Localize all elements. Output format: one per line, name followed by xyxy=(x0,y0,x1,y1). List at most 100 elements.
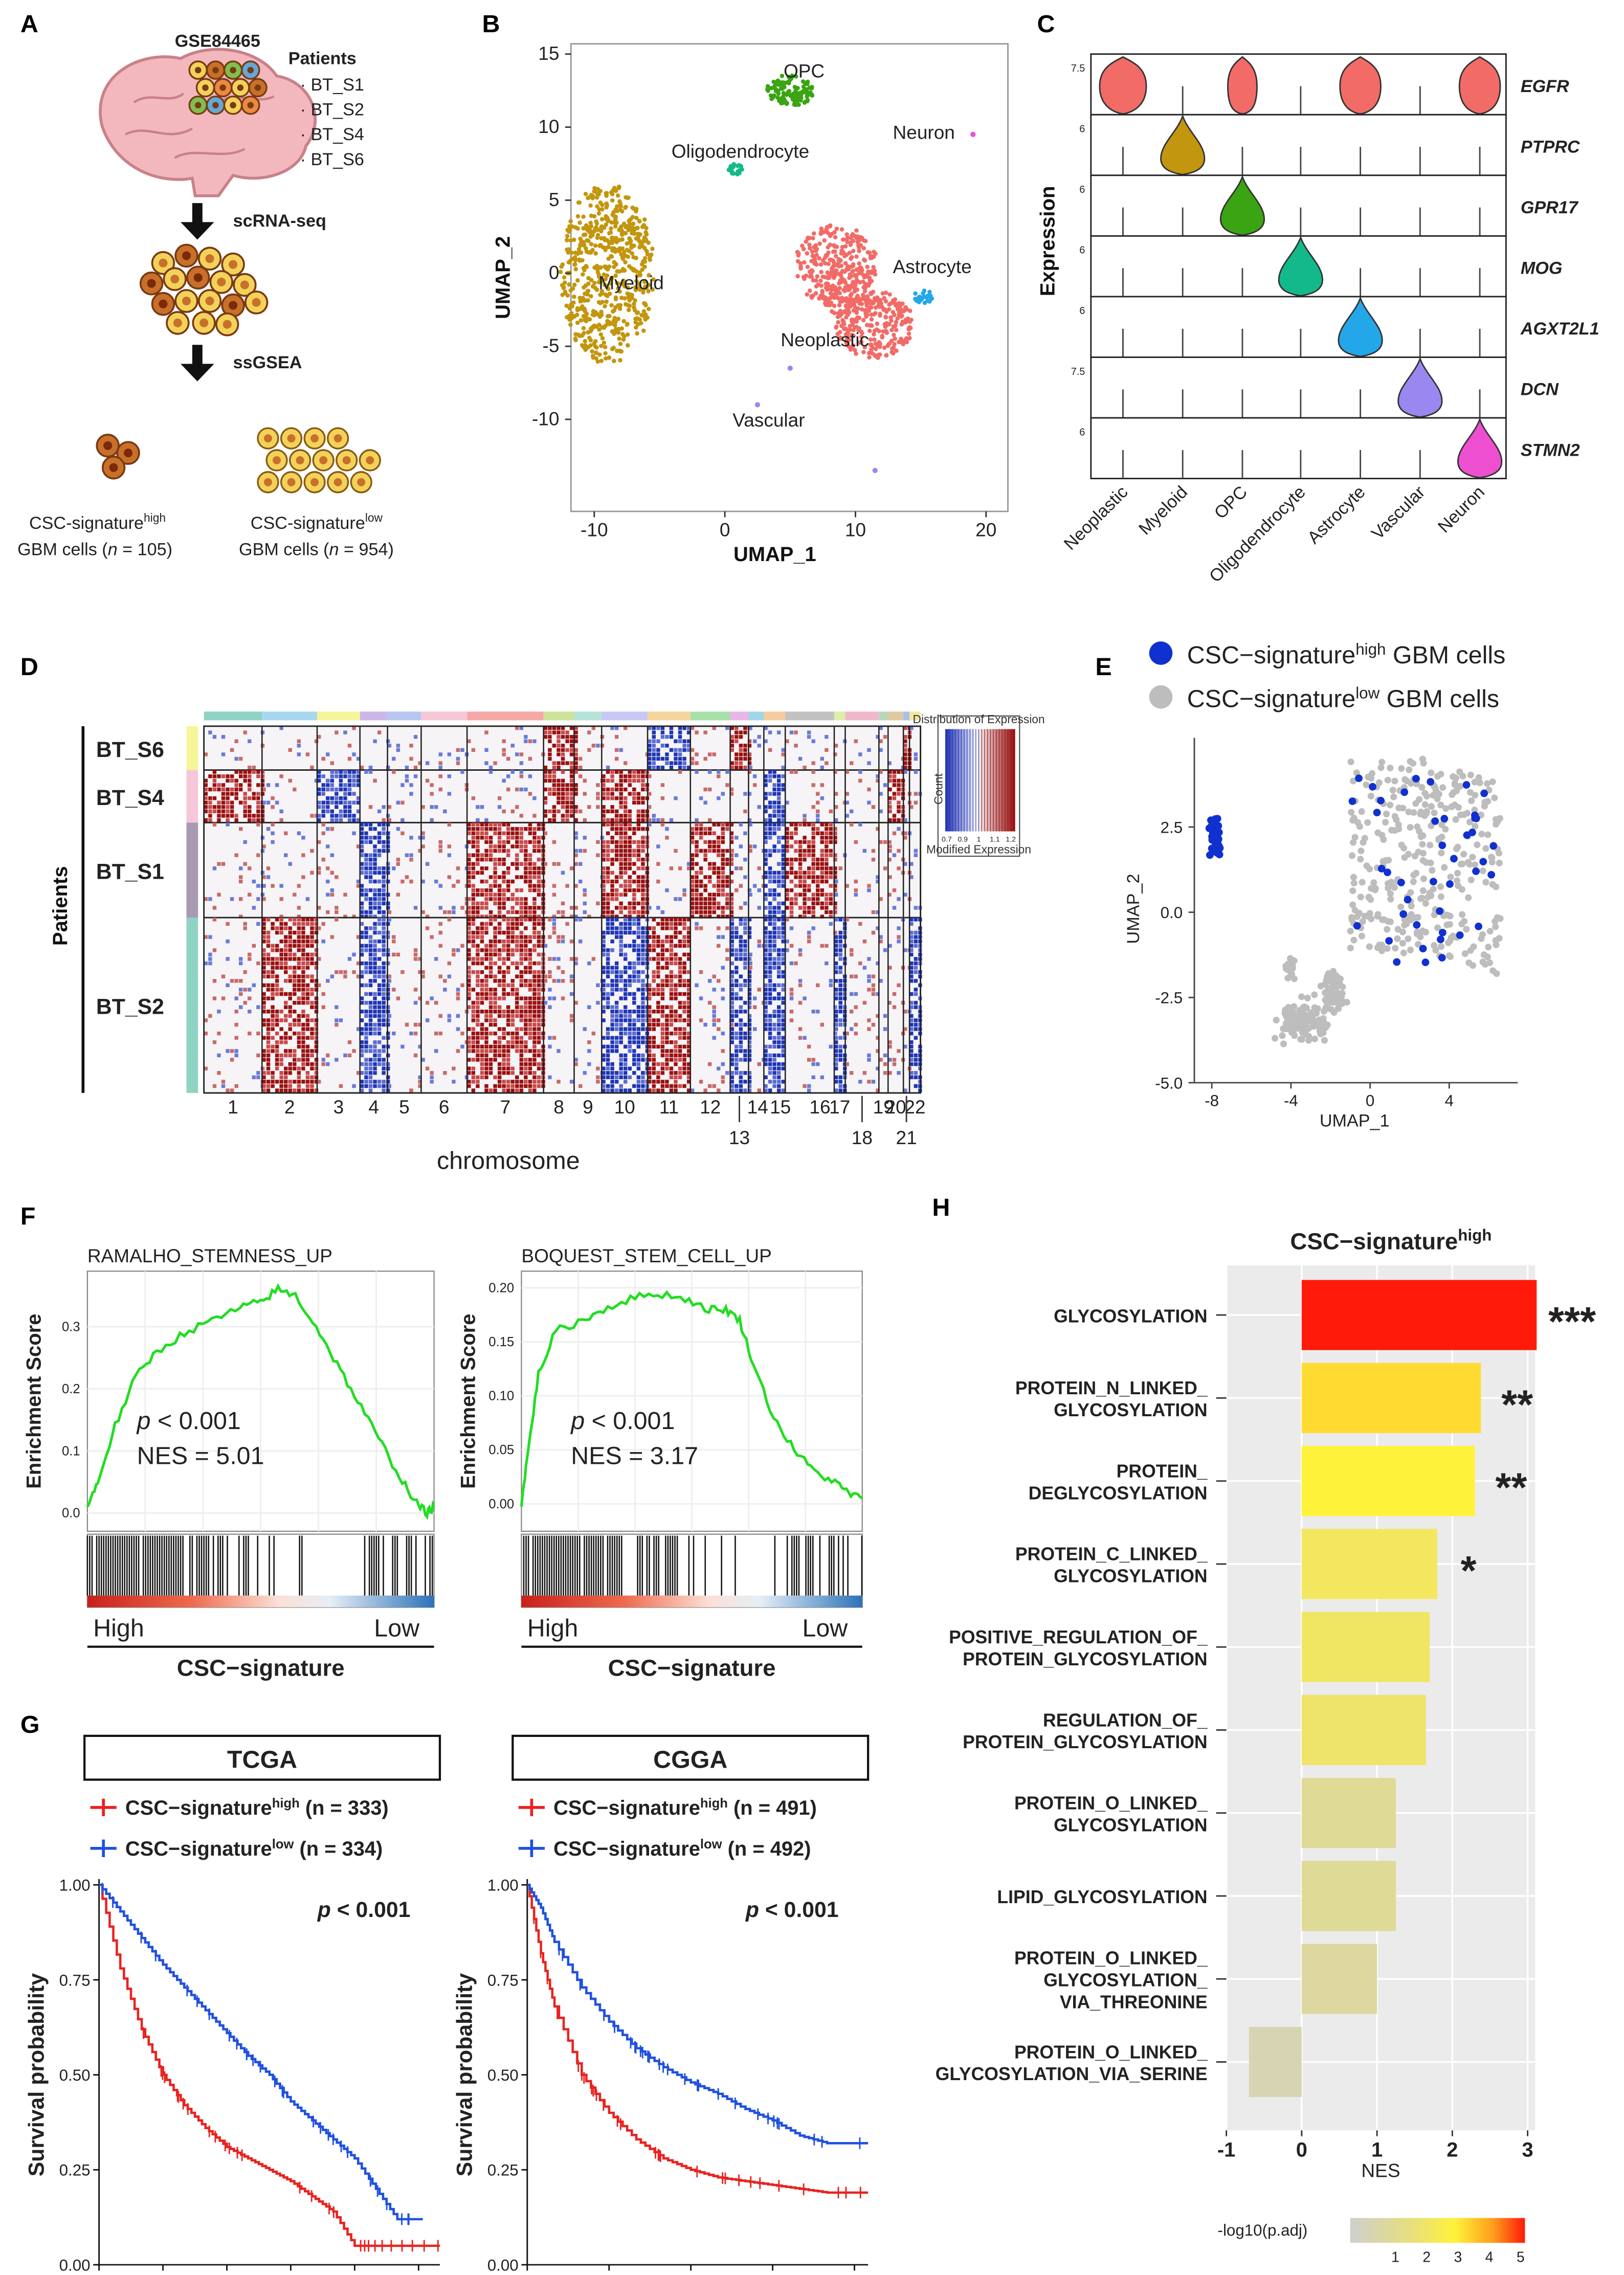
cell-nucleus xyxy=(342,456,351,464)
heatmap-cell xyxy=(789,770,794,774)
heatmap-cell xyxy=(377,871,382,875)
heatmap-cell xyxy=(699,796,703,800)
heatmap-cell xyxy=(807,875,811,879)
heatmap-cell xyxy=(524,948,528,952)
umap-point xyxy=(567,282,572,287)
heatmap-cell xyxy=(636,778,641,783)
heatmap-cell xyxy=(480,906,484,910)
umap-point xyxy=(787,92,791,97)
heatmap-cell xyxy=(425,926,430,930)
heatmap-cell xyxy=(382,939,386,944)
heatmap-cell xyxy=(488,770,493,774)
panel-a: A GSE84465 Patients · BT_S1· BT_S2· BT_S… xyxy=(17,10,394,560)
heatmap-cell xyxy=(579,862,583,866)
heatmap-cell xyxy=(660,939,665,944)
heatmap-cell xyxy=(772,792,776,796)
umap-point xyxy=(558,270,563,275)
heatmap-cell xyxy=(772,926,776,930)
umap-b-xticks: -10 0 10 20 xyxy=(581,511,996,540)
umap-point xyxy=(849,264,854,269)
heatmap-cell xyxy=(619,948,623,952)
heatmap-cell xyxy=(392,770,396,774)
heatmap-cell xyxy=(471,875,476,879)
heatmap-cell xyxy=(480,871,484,875)
heatmap-cell xyxy=(669,734,674,739)
heatmap-cell xyxy=(352,770,356,774)
heatmap-cell xyxy=(256,783,260,787)
heatmap-cell xyxy=(669,922,674,926)
heatmap-cell xyxy=(624,836,628,840)
heatmap-cell xyxy=(652,730,656,734)
umap-point xyxy=(826,261,831,266)
heatmap-cell xyxy=(256,897,260,901)
umap-point xyxy=(632,243,636,248)
heatmap-cell xyxy=(208,800,212,805)
heatmap-cell xyxy=(488,970,493,974)
heatmap-cell xyxy=(488,948,493,952)
heatmap-cell xyxy=(430,792,434,796)
heatmap-cell xyxy=(811,906,815,910)
heatmap-cell xyxy=(310,814,314,818)
heatmap-cell xyxy=(528,966,532,970)
umap-point xyxy=(570,314,575,319)
heatmap-cell xyxy=(768,836,772,840)
chromosome-color-bar xyxy=(317,711,360,721)
heatmap-cell xyxy=(606,840,610,844)
umap-point xyxy=(862,288,867,294)
heatmap-cell xyxy=(528,957,532,961)
heatmap-cell xyxy=(506,774,510,778)
heatmap-cell xyxy=(825,871,829,875)
heatmap-cell xyxy=(301,939,305,944)
heatmap-cell xyxy=(243,862,247,866)
heatmap-cell xyxy=(854,879,858,884)
heatmap-cell xyxy=(343,774,347,778)
heatmap-cell xyxy=(519,939,524,944)
heatmap-cell xyxy=(682,979,686,983)
umap-point xyxy=(593,226,597,231)
heatmap-cell xyxy=(838,948,842,952)
heatmap-cell xyxy=(519,836,524,840)
heatmap-cell xyxy=(816,875,820,879)
heatmap-cell xyxy=(610,983,614,988)
umap-point xyxy=(854,324,859,329)
heatmap-cell xyxy=(739,918,743,922)
heatmap-cell xyxy=(798,840,803,844)
heatmap-cell xyxy=(368,765,373,770)
heatmap-cell xyxy=(537,974,541,978)
heatmap-cell xyxy=(725,957,729,961)
umap-point xyxy=(856,328,861,333)
heatmap-cell xyxy=(665,939,669,944)
umap-point xyxy=(622,334,627,339)
heatmap-cell xyxy=(772,957,776,961)
heatmap-cell xyxy=(537,827,541,831)
heatmap-cell xyxy=(735,930,739,935)
heatmap-cell xyxy=(343,974,347,978)
brain-illustration xyxy=(99,48,317,197)
heatmap-cell xyxy=(330,787,335,792)
heatmap-cell xyxy=(867,979,871,983)
heatmap-cell xyxy=(825,836,829,840)
heatmap-cell xyxy=(678,748,682,752)
heatmap-cell xyxy=(510,918,515,922)
heatmap-cell xyxy=(552,805,557,809)
heatmap-cell xyxy=(699,822,703,827)
heatmap-cell xyxy=(768,893,772,897)
heatmap-cell xyxy=(226,818,230,822)
heatmap-cell xyxy=(803,836,807,840)
heatmap-cell xyxy=(561,901,565,906)
heatmap-cell xyxy=(330,783,335,787)
umap-point xyxy=(892,342,897,347)
heatmap-cell xyxy=(624,906,628,910)
heatmap-cell xyxy=(382,979,386,983)
heatmap-cell xyxy=(776,970,781,974)
heatmap-cell xyxy=(606,957,610,961)
heatmap-cell xyxy=(524,875,528,879)
heatmap-cell xyxy=(707,752,712,756)
heatmap-cell xyxy=(579,809,583,814)
heatmap-cell xyxy=(321,922,325,926)
heatmap-cell xyxy=(452,948,456,952)
cell-nucleus xyxy=(366,456,374,464)
heatmap-cell xyxy=(721,906,725,910)
brain-cells xyxy=(188,60,268,115)
heatmap-cell xyxy=(781,866,785,871)
